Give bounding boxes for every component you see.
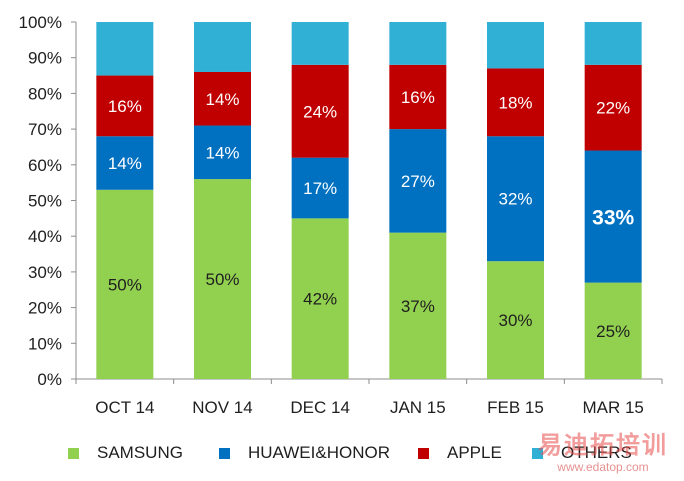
bar-segment xyxy=(487,136,544,262)
bar-segment xyxy=(584,150,642,283)
x-tick-label: MAR 15 xyxy=(582,398,643,417)
bar-segment xyxy=(291,22,349,65)
legend-item-apple: APPLE xyxy=(418,440,502,466)
watermark-url: www.edatop.com xyxy=(557,460,649,474)
bar-data-label: 42% xyxy=(303,290,337,309)
bar-segment xyxy=(194,71,251,126)
x-tick-label: DEC 14 xyxy=(290,398,350,417)
bar-data-label: 27% xyxy=(401,172,435,191)
bar-segment xyxy=(389,129,447,233)
bar-segment xyxy=(487,22,544,69)
y-tick-label: 90% xyxy=(28,49,62,68)
bar-data-label: 14% xyxy=(205,90,239,109)
bar-segment xyxy=(487,261,544,379)
legend-label-others: OTHERS xyxy=(561,443,632,462)
y-tick-label: 60% xyxy=(28,156,62,175)
bar-data-label: 18% xyxy=(498,93,532,112)
bar-segment xyxy=(194,22,251,72)
bar-segment xyxy=(584,64,642,151)
bar-segment xyxy=(584,282,642,379)
legend-item-others: OTHERS xyxy=(532,440,632,466)
bar-data-label: 37% xyxy=(401,297,435,316)
bar-segment xyxy=(389,64,447,130)
bar-data-label: 50% xyxy=(205,270,239,289)
y-tick-label: 100% xyxy=(19,13,62,32)
x-tick-label: FEB 15 xyxy=(487,398,544,417)
bar-segment xyxy=(194,179,251,379)
legend-item-huawei: HUAWEI&HONOR xyxy=(219,440,390,466)
bar-segment xyxy=(291,218,349,379)
x-tick-label: JAN 15 xyxy=(390,398,446,417)
bar-segment xyxy=(96,75,154,137)
y-tick-label: 30% xyxy=(28,263,62,282)
y-tick-label: 40% xyxy=(28,227,62,246)
legend-swatch-apple xyxy=(418,447,429,459)
legend-label-samsung: SAMSUNG xyxy=(97,443,183,462)
watermark: 易迪拓培训 www.edatop.com xyxy=(528,432,678,478)
y-tick-label: 80% xyxy=(28,84,62,103)
bar-data-label: 14% xyxy=(205,143,239,162)
y-tick-label: 10% xyxy=(28,334,62,353)
bar-segment xyxy=(96,136,154,190)
legend: SAMSUNG HUAWEI&HONOR APPLE OTHERS xyxy=(0,440,684,466)
bar-segment xyxy=(96,189,154,379)
bar-data-label: 16% xyxy=(401,88,435,107)
y-tick-label: 70% xyxy=(28,120,62,139)
bar-segment xyxy=(194,125,251,180)
bar-data-label: 24% xyxy=(303,102,337,121)
x-tick-label: OCT 14 xyxy=(95,398,154,417)
legend-label-huawei: HUAWEI&HONOR xyxy=(248,443,390,462)
legend-label-apple: APPLE xyxy=(447,443,502,462)
bar-data-label: 16% xyxy=(108,97,142,116)
legend-swatch-others xyxy=(532,447,543,459)
watermark-title: 易迪拓培训 xyxy=(538,432,668,459)
bar-segment xyxy=(291,64,349,158)
bar-data-label: 22% xyxy=(596,99,630,118)
legend-swatch-huawei xyxy=(219,447,230,459)
y-tick-label: 20% xyxy=(28,299,62,318)
legend-item-samsung: SAMSUNG xyxy=(68,440,183,466)
bar-data-label: 30% xyxy=(498,311,532,330)
y-tick-label: 50% xyxy=(28,192,62,211)
bar-segment xyxy=(291,157,349,219)
bar-segment xyxy=(584,22,642,65)
bar-data-label: 14% xyxy=(108,154,142,173)
x-tick-label: NOV 14 xyxy=(192,398,252,417)
bar-segment xyxy=(96,22,154,76)
bar-segment xyxy=(389,232,447,379)
bar-segment xyxy=(487,68,544,137)
chart-canvas: 0% 10% 20% 30% 40% 50% 60% 70% 80% 90% 100% 50% 14% 1… xyxy=(19,13,663,417)
y-tick-label: 0% xyxy=(37,370,62,389)
bar-data-label: 50% xyxy=(108,275,142,294)
bar-data-label: 33% xyxy=(592,207,634,230)
bar-data-label: 17% xyxy=(303,179,337,198)
legend-swatch-samsung xyxy=(68,447,79,459)
bar-segment xyxy=(389,22,447,65)
bar-data-label: 25% xyxy=(596,322,630,341)
bar-data-label: 32% xyxy=(498,190,532,209)
